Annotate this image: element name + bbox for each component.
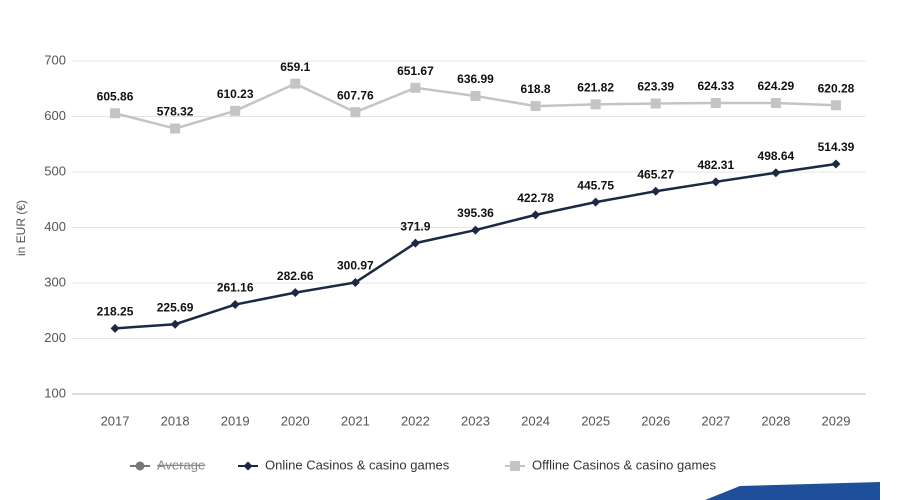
marker (170, 123, 181, 134)
x-tick-label: 2017 (101, 413, 130, 428)
value-label: 371.9 (400, 219, 430, 233)
marker (410, 238, 420, 248)
y-tick-label: 600 (44, 108, 66, 123)
marker (650, 98, 661, 109)
x-tick-label: 2024 (521, 413, 550, 428)
legend-label[interactable]: Offline Casinos & casino games (532, 457, 717, 472)
marker (243, 461, 253, 471)
value-label: 624.29 (758, 79, 795, 93)
x-tick-label: 2026 (641, 413, 670, 428)
x-tick-label: 2021 (341, 413, 370, 428)
value-label: 465.27 (637, 167, 674, 181)
value-label: 514.39 (818, 140, 855, 154)
value-label: 395.36 (457, 206, 494, 220)
marker (471, 225, 480, 235)
marker (290, 78, 301, 89)
value-label: 300.97 (337, 259, 374, 273)
marker (230, 300, 240, 310)
marker (531, 210, 541, 220)
marker (510, 461, 520, 471)
value-label: 225.69 (157, 300, 194, 314)
marker (530, 101, 541, 112)
legend-label[interactable]: Online Casinos & casino games (265, 457, 450, 472)
marker (470, 90, 481, 101)
marker (350, 277, 360, 287)
marker (771, 168, 781, 178)
x-tick-label: 2020 (281, 413, 310, 428)
value-label: 482.31 (697, 158, 734, 172)
value-label: 620.28 (818, 81, 855, 95)
y-tick-label: 700 (44, 52, 66, 67)
value-label: 218.25 (97, 305, 134, 319)
marker (590, 99, 601, 110)
value-label: 445.75 (577, 178, 614, 192)
marker (651, 186, 661, 196)
y-tick-label: 200 (44, 330, 66, 345)
marker (230, 105, 241, 116)
value-label: 618.8 (521, 82, 551, 96)
x-tick-label: 2019 (221, 413, 250, 428)
marker (591, 197, 601, 207)
value-label: 636.99 (457, 72, 494, 86)
y-tick-label: 500 (44, 163, 66, 178)
value-label: 610.23 (217, 87, 254, 101)
y-tick-label: 300 (44, 274, 66, 289)
marker (135, 461, 145, 471)
marker (110, 323, 120, 333)
marker (410, 82, 421, 93)
x-tick-label: 2028 (761, 413, 790, 428)
x-tick-label: 2022 (401, 413, 430, 428)
value-label: 498.64 (758, 149, 795, 163)
x-tick-label: 2023 (461, 413, 490, 428)
marker (711, 177, 721, 187)
value-label: 623.39 (637, 80, 674, 94)
x-tick-label: 2018 (161, 413, 190, 428)
marker (710, 97, 721, 108)
marker (170, 319, 180, 329)
series-line (114, 162, 837, 330)
value-label: 261.16 (217, 281, 254, 295)
x-tick-label: 2029 (822, 413, 851, 428)
marker (830, 100, 841, 111)
marker (350, 107, 361, 118)
x-tick-label: 2027 (701, 413, 730, 428)
y-tick-label: 400 (44, 219, 66, 234)
marker (770, 98, 781, 109)
marker (831, 159, 841, 169)
value-label: 578.32 (157, 105, 194, 119)
value-label: 605.86 (97, 89, 134, 103)
y-tick-label: 100 (44, 385, 66, 400)
marker (110, 108, 121, 119)
value-label: 659.1 (280, 60, 310, 74)
legend-label[interactable]: Average (157, 457, 205, 472)
corner-decoration (705, 482, 880, 500)
value-label: 607.76 (337, 88, 374, 102)
value-label: 651.67 (397, 64, 434, 78)
value-label: 282.66 (277, 269, 314, 283)
marker (290, 288, 300, 298)
value-label: 422.78 (517, 191, 554, 205)
x-tick-label: 2025 (581, 413, 610, 428)
value-label: 624.33 (697, 79, 734, 93)
y-axis-title: in EUR (€) (14, 200, 28, 256)
value-label: 621.82 (577, 81, 614, 95)
